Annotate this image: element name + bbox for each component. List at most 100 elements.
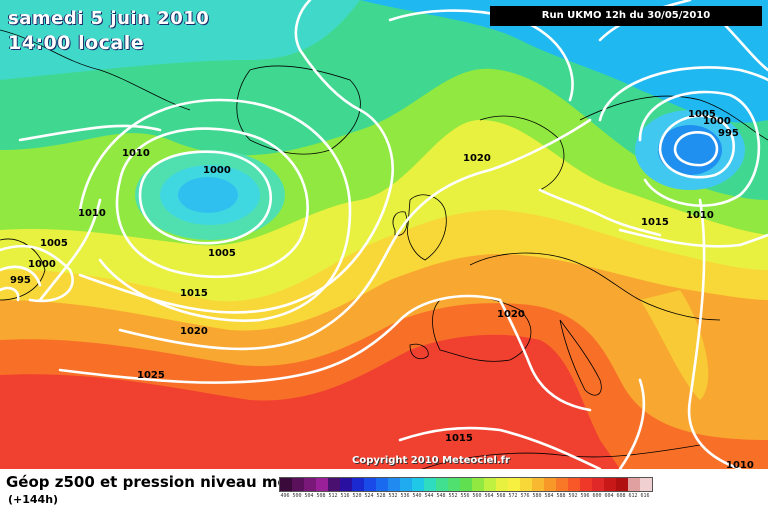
legend-swatch bbox=[364, 478, 376, 491]
legend-value-label: 512 bbox=[328, 493, 338, 499]
isobar-1025 bbox=[58, 294, 502, 384]
legend-swatch bbox=[592, 478, 604, 491]
legend-value-label: 504 bbox=[304, 493, 314, 499]
isobar-1000-scandinavia bbox=[658, 114, 736, 179]
isobar-995-canada bbox=[0, 286, 20, 302]
legend-value-label: 556 bbox=[460, 493, 470, 499]
iso-label: 1025 bbox=[137, 370, 165, 381]
legend-swatch bbox=[556, 478, 568, 491]
legend-swatch bbox=[580, 478, 592, 491]
iso-label: 1010 bbox=[122, 148, 150, 159]
british-isles-coast bbox=[407, 194, 447, 261]
iso-label: 1015 bbox=[445, 433, 473, 444]
map-time-title: 14:00 locale bbox=[8, 32, 145, 54]
legend-value-label: 524 bbox=[364, 493, 374, 499]
legend-swatch bbox=[292, 478, 304, 491]
legend-value-label: 564 bbox=[484, 493, 494, 499]
legend-value-label: 580 bbox=[532, 493, 542, 499]
isobar-995-scandinavia bbox=[673, 130, 719, 167]
legend-value-label: 536 bbox=[400, 493, 410, 499]
legend-swatch bbox=[424, 478, 436, 491]
iso-label: 1020 bbox=[180, 326, 208, 337]
legend-value-label: 612 bbox=[628, 493, 638, 499]
europe-coast bbox=[469, 252, 721, 321]
legend-swatch bbox=[376, 478, 388, 491]
norway-coast bbox=[479, 115, 565, 191]
iso-label: 1020 bbox=[463, 153, 491, 164]
legend-swatch bbox=[328, 478, 340, 491]
iso-label: 1020 bbox=[497, 309, 525, 320]
iso-label: 1010 bbox=[686, 210, 714, 221]
iso-label: 1005 bbox=[688, 109, 716, 120]
legend-value-label: 508 bbox=[316, 493, 326, 499]
map-date-title: samedi 5 juin 2010 bbox=[8, 8, 210, 29]
isobar-1020-west bbox=[118, 118, 592, 351]
legend-value-label: 616 bbox=[640, 493, 650, 499]
iso-label: 995 bbox=[718, 128, 739, 139]
arctic-coast bbox=[0, 29, 191, 111]
iso-label: 1010 bbox=[78, 208, 106, 219]
legend-value-label: 544 bbox=[424, 493, 434, 499]
iso-label: 1005 bbox=[40, 238, 68, 249]
legend-swatch bbox=[484, 478, 496, 491]
color-legend bbox=[279, 477, 653, 492]
run-info-label: Run UKMO 12h du 30/05/2010 bbox=[490, 6, 762, 26]
legend-value-label: 608 bbox=[616, 493, 626, 499]
legend-swatch bbox=[568, 478, 580, 491]
iso-label: 1005 bbox=[208, 248, 236, 259]
geopotential-map: 1010 1000 1010 1005 1005 1000 995 1015 1… bbox=[0, 0, 768, 469]
legend-value-label: 560 bbox=[472, 493, 482, 499]
legend-swatch bbox=[304, 478, 316, 491]
legend-value-label: 552 bbox=[448, 493, 458, 499]
legend-swatch bbox=[604, 478, 616, 491]
iso-label: 1000 bbox=[703, 116, 731, 127]
map-variable-title: Géop z500 et pression niveau mer bbox=[6, 473, 296, 491]
forecast-lead-time: (+144h) bbox=[8, 493, 59, 506]
legend-value-label: 584 bbox=[544, 493, 554, 499]
iso-label: 1015 bbox=[641, 217, 669, 228]
isobar-1005-atlantic bbox=[115, 127, 309, 279]
scandinavia-north-coast bbox=[579, 95, 768, 141]
legend-value-label: 516 bbox=[340, 493, 350, 499]
legend-swatch bbox=[544, 478, 556, 491]
isobar-1015-europe bbox=[538, 188, 662, 237]
legend-value-label: 588 bbox=[556, 493, 566, 499]
isobar-1010-north bbox=[18, 124, 162, 142]
legend-value-label: 520 bbox=[352, 493, 362, 499]
isobar-1010-southeast bbox=[687, 198, 742, 469]
legend-value-label: 596 bbox=[580, 493, 590, 499]
iso-label: 995 bbox=[10, 275, 31, 286]
legend-swatch bbox=[496, 478, 508, 491]
legend-value-label: 576 bbox=[520, 493, 530, 499]
legend-swatch bbox=[460, 478, 472, 491]
isobar-1020-med bbox=[498, 298, 592, 412]
legend-swatch bbox=[508, 478, 520, 491]
isobar-1010-ring bbox=[78, 98, 352, 322]
isobar-1010-scandinavia bbox=[598, 66, 768, 122]
legend-value-label: 540 bbox=[412, 493, 422, 499]
isobar-1005-canada bbox=[0, 244, 74, 303]
legend-value-label: 500 bbox=[292, 493, 302, 499]
legend-swatch bbox=[400, 478, 412, 491]
isobar-1010-west bbox=[38, 198, 102, 302]
isobar-1010-east bbox=[618, 228, 768, 248]
legend-value-label: 604 bbox=[604, 493, 614, 499]
band-592 bbox=[0, 334, 620, 469]
isobar-1015-southeast bbox=[618, 378, 646, 469]
legend-swatch bbox=[640, 478, 652, 491]
legend-swatch bbox=[628, 478, 640, 491]
legend-swatch bbox=[352, 478, 364, 491]
north-africa-coast bbox=[421, 444, 701, 469]
legend-swatch bbox=[472, 478, 484, 491]
iso-label: 1010 bbox=[726, 460, 754, 469]
legend-swatch bbox=[388, 478, 400, 491]
legend-value-label: 528 bbox=[376, 493, 386, 499]
legend-swatch bbox=[532, 478, 544, 491]
legend-value-label: 548 bbox=[436, 493, 446, 499]
legend-value-label: 568 bbox=[496, 493, 506, 499]
legend-value-label: 496 bbox=[280, 493, 290, 499]
legend-value-label: 572 bbox=[508, 493, 518, 499]
isobar-1005-scandinavia bbox=[638, 90, 761, 207]
isobar-1000-atlantic bbox=[138, 150, 273, 245]
